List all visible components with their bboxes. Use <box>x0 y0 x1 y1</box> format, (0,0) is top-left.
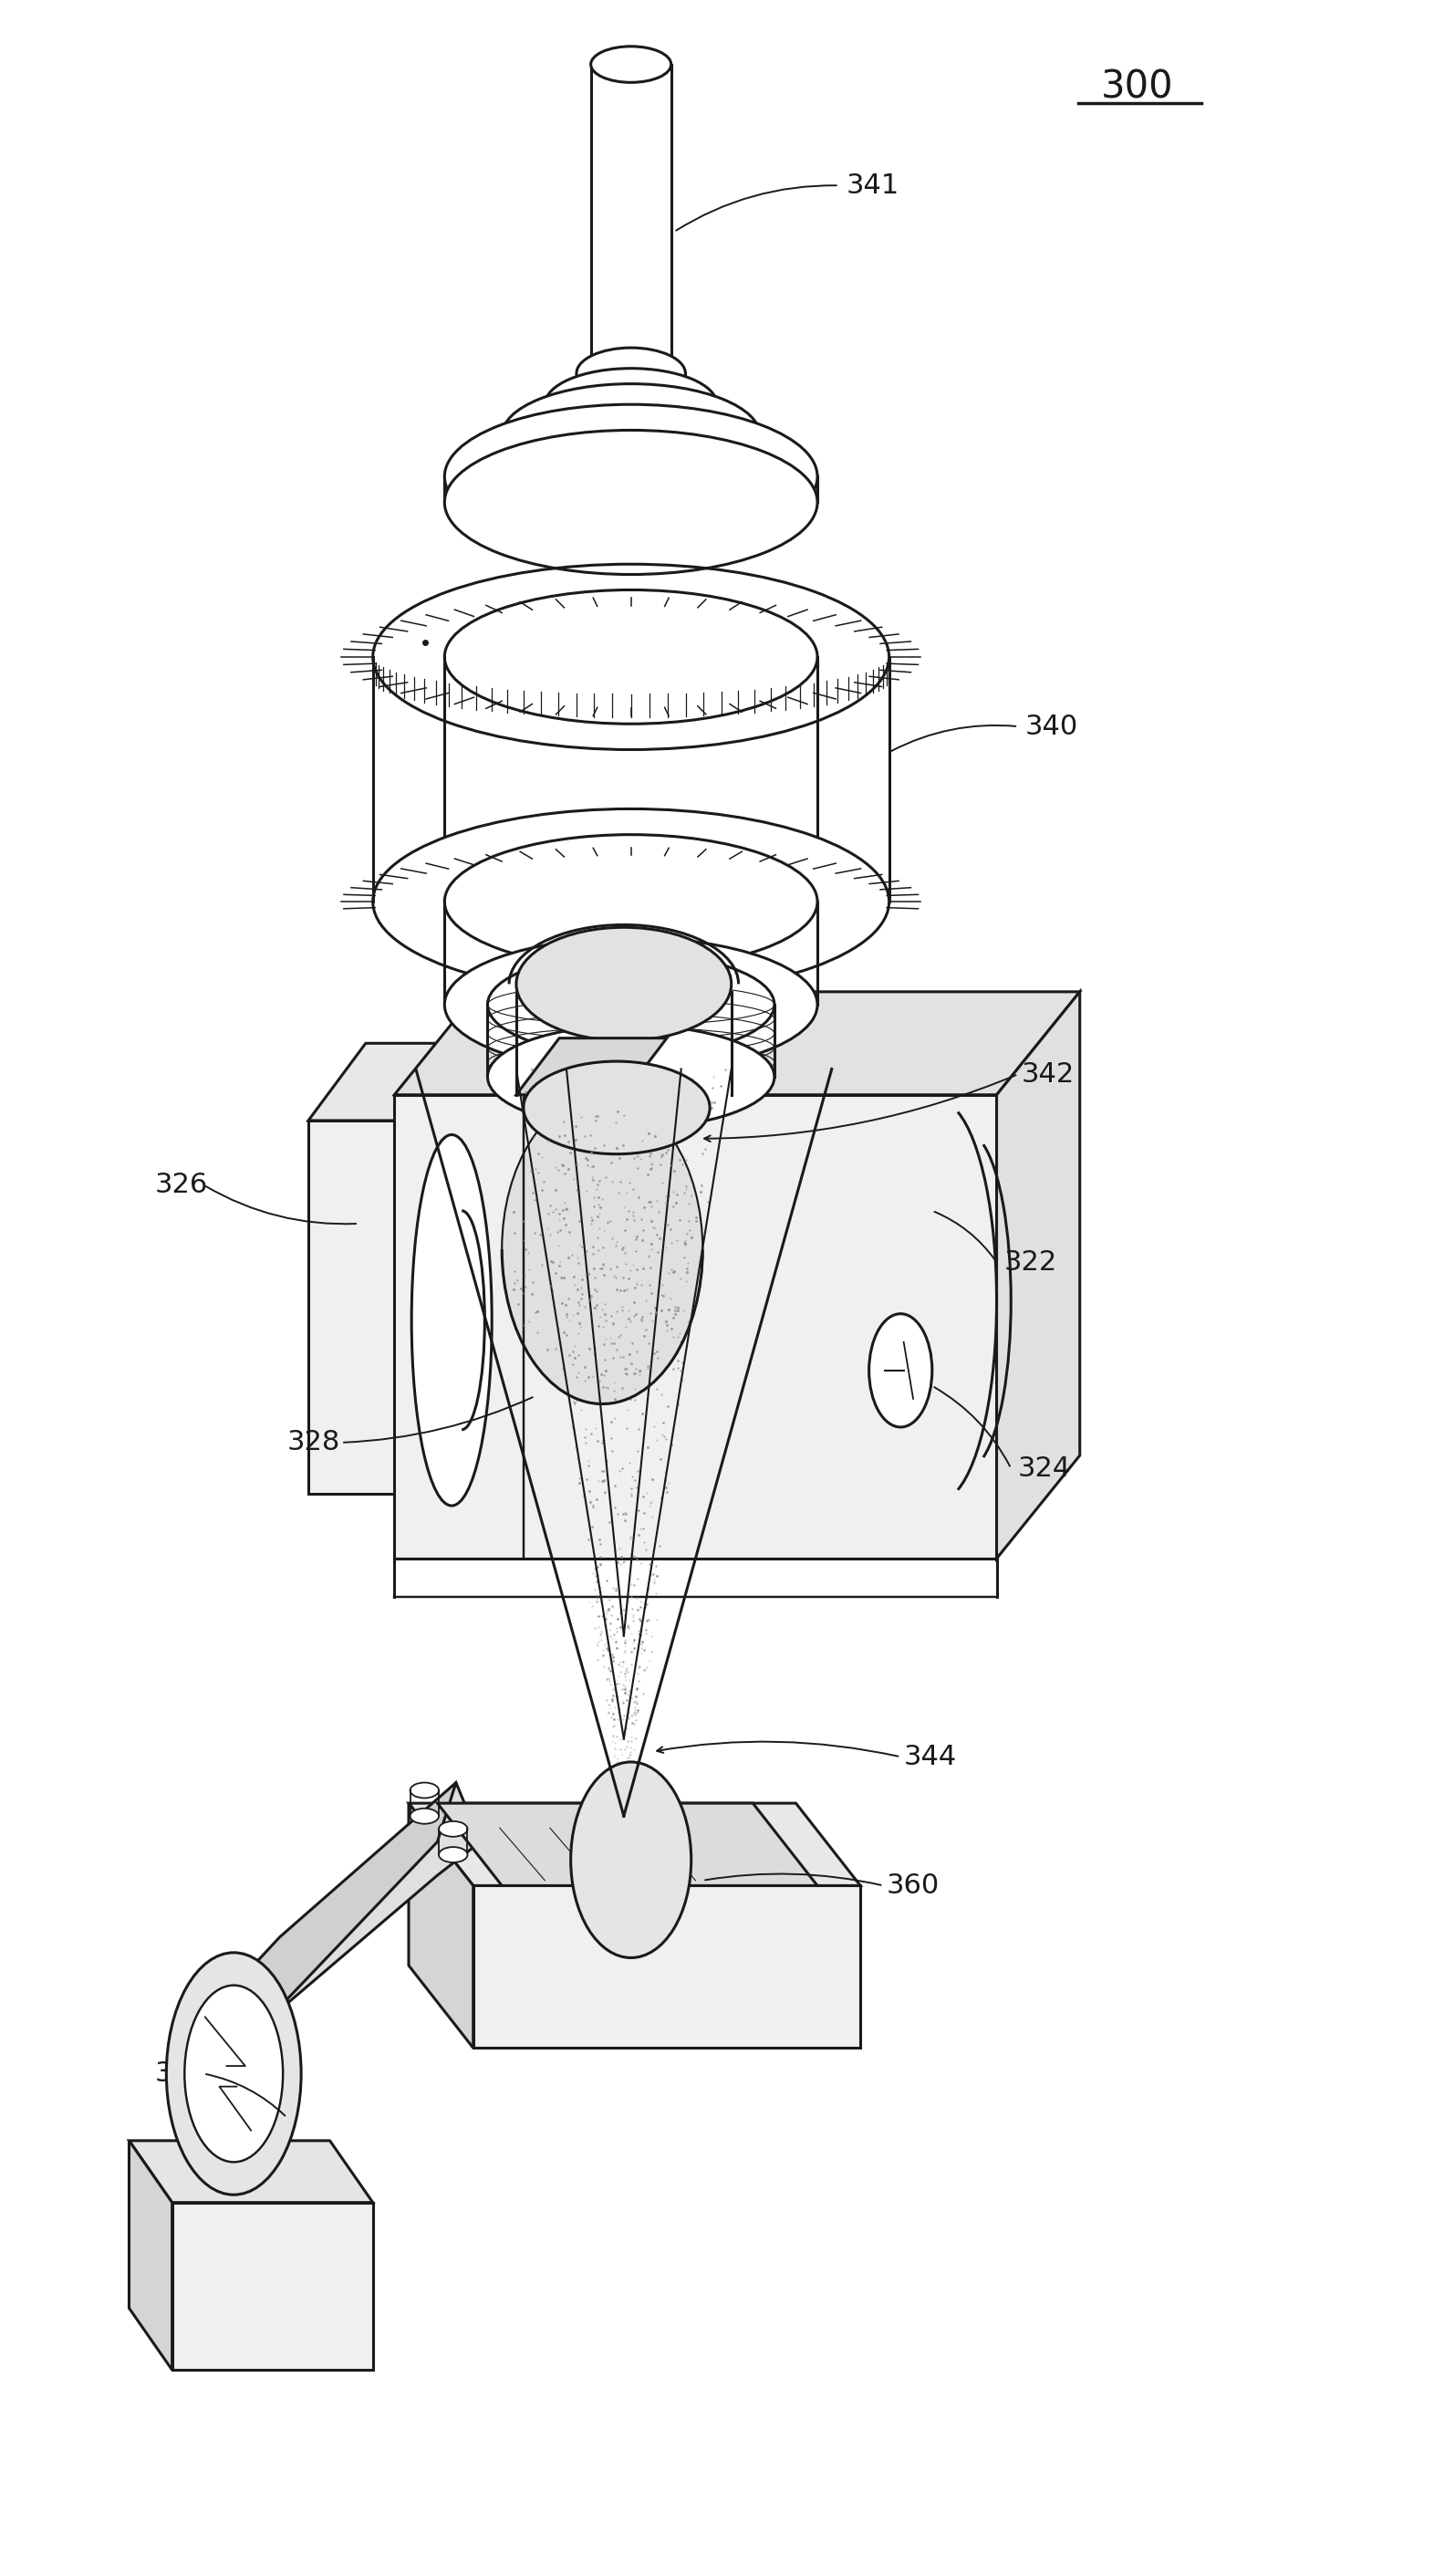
Ellipse shape <box>571 1762 691 1958</box>
Ellipse shape <box>445 835 817 969</box>
Ellipse shape <box>445 938 817 1072</box>
Polygon shape <box>265 1783 480 2022</box>
Text: 360: 360 <box>886 1873 939 1899</box>
Text: 328: 328 <box>287 1430 340 1455</box>
FancyArrowPatch shape <box>206 2074 285 2115</box>
Polygon shape <box>437 1803 817 1886</box>
Ellipse shape <box>502 1095 703 1404</box>
Polygon shape <box>394 992 1080 1095</box>
Text: 322: 322 <box>1004 1249 1057 1275</box>
FancyArrowPatch shape <box>344 1396 532 1443</box>
Ellipse shape <box>445 590 817 724</box>
Circle shape <box>185 1986 282 2161</box>
Text: 324: 324 <box>1018 1455 1071 1481</box>
Ellipse shape <box>410 1808 439 1824</box>
FancyArrowPatch shape <box>704 1074 1015 1141</box>
Polygon shape <box>129 2141 172 2370</box>
Ellipse shape <box>591 46 671 82</box>
Ellipse shape <box>523 1061 710 1154</box>
Circle shape <box>166 1953 301 2195</box>
Ellipse shape <box>576 348 685 399</box>
Polygon shape <box>997 992 1080 1558</box>
Ellipse shape <box>412 1133 492 1504</box>
Polygon shape <box>409 1803 473 2048</box>
Polygon shape <box>308 1043 502 1121</box>
Polygon shape <box>445 1043 502 1494</box>
Text: 326: 326 <box>155 1172 208 1198</box>
Ellipse shape <box>576 379 685 430</box>
Ellipse shape <box>502 430 760 533</box>
Polygon shape <box>409 1803 860 1886</box>
FancyArrowPatch shape <box>206 1185 356 1224</box>
Polygon shape <box>516 1038 667 1095</box>
Ellipse shape <box>545 368 717 440</box>
Text: 342: 342 <box>1021 1061 1074 1087</box>
Polygon shape <box>473 1886 860 2048</box>
Text: 344: 344 <box>903 1744 956 1770</box>
FancyArrowPatch shape <box>706 1873 880 1886</box>
Ellipse shape <box>445 430 817 574</box>
Ellipse shape <box>445 404 817 549</box>
Circle shape <box>869 1314 932 1427</box>
Ellipse shape <box>439 1821 467 1837</box>
Ellipse shape <box>488 1025 774 1128</box>
Polygon shape <box>172 2202 373 2370</box>
Ellipse shape <box>502 384 760 487</box>
Ellipse shape <box>545 399 717 471</box>
Polygon shape <box>129 2141 373 2202</box>
Text: 350: 350 <box>155 2061 208 2087</box>
Text: 300: 300 <box>1101 70 1173 106</box>
FancyArrowPatch shape <box>935 1386 1010 1466</box>
Ellipse shape <box>439 1847 467 1862</box>
Polygon shape <box>237 1783 456 2022</box>
Polygon shape <box>394 1095 997 1558</box>
Ellipse shape <box>445 835 817 969</box>
Polygon shape <box>308 1121 445 1494</box>
FancyArrowPatch shape <box>892 726 1015 752</box>
FancyArrowPatch shape <box>935 1211 995 1260</box>
Ellipse shape <box>410 1783 439 1798</box>
Text: 340: 340 <box>1025 714 1078 739</box>
Ellipse shape <box>488 953 774 1056</box>
FancyArrowPatch shape <box>657 1741 898 1757</box>
Ellipse shape <box>516 927 731 1041</box>
Ellipse shape <box>373 809 889 994</box>
FancyArrowPatch shape <box>675 185 836 229</box>
Text: 341: 341 <box>846 173 899 198</box>
